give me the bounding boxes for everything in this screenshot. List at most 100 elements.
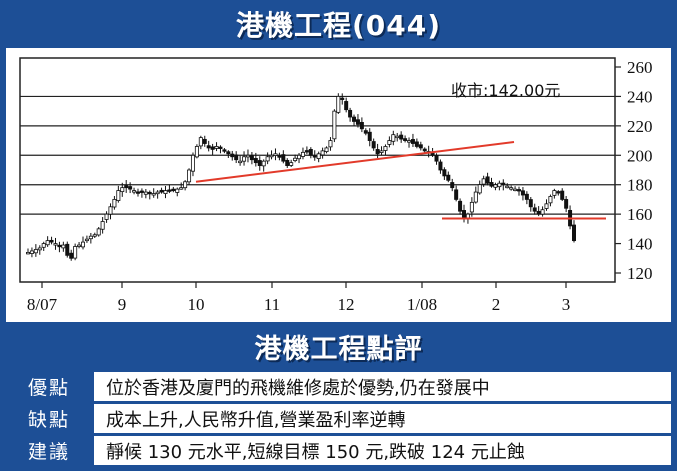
candle-body (438, 161, 443, 171)
candle-body (446, 174, 451, 181)
candle-body (442, 169, 447, 177)
review-row-pros: 優點 位於香港及廈門的飛機維修處於優勢,仍在發展中 (0, 371, 677, 402)
candle-body (517, 189, 522, 192)
candle-body (422, 148, 427, 152)
candle-body (414, 141, 419, 147)
candle-body (324, 147, 329, 153)
candle-body (560, 190, 565, 200)
x-tick-label: 2 (492, 295, 501, 314)
trend-line (195, 141, 515, 183)
candle-body (359, 122, 364, 130)
x-tick-label: 1/08 (407, 295, 437, 314)
candle-body (434, 155, 439, 162)
candle-body (41, 243, 46, 248)
candle-body (277, 155, 282, 158)
candle-body (57, 244, 62, 248)
review-table: 優點 位於香港及廈門的飛機維修處於優勢,仍在發展中 缺點 成本上升,人民幣升值,… (0, 371, 677, 471)
pros-label: 優點 (6, 372, 92, 401)
candle-body (147, 191, 152, 195)
candle-body (352, 116, 357, 122)
candle-body (477, 184, 482, 194)
candle-body (198, 137, 203, 147)
candle-body (210, 146, 215, 150)
candle-body (379, 150, 384, 153)
candle-body (135, 191, 140, 194)
candle-body (473, 191, 478, 203)
x-tick-label: 9 (118, 295, 127, 314)
candle-body (226, 151, 231, 155)
candle-body (399, 134, 404, 140)
candle-body (124, 185, 129, 189)
candle-body (383, 146, 388, 151)
candle-body (155, 191, 160, 195)
candle-body (497, 182, 502, 188)
candle-body (332, 110, 337, 140)
candle-body (308, 149, 313, 156)
y-tick-label: 160 (627, 205, 653, 224)
candle-body (179, 187, 184, 190)
page-title: 港機工程(044) (235, 9, 442, 42)
candle-body (242, 156, 247, 162)
candle-body (80, 241, 85, 248)
candle-body (462, 210, 467, 218)
candle-body (524, 193, 529, 200)
candle-body (469, 201, 474, 213)
candle-body (454, 189, 459, 200)
candle-body (53, 243, 58, 246)
candle-body (304, 150, 309, 153)
candle-body (100, 221, 105, 230)
candle-body (485, 176, 490, 184)
candle-body (520, 190, 525, 196)
candle-body (245, 154, 250, 158)
pros-text: 位於香港及廈門的飛機維修處於優勢,仍在發展中 (94, 372, 671, 401)
candle-body (572, 224, 577, 242)
candle-body (202, 138, 207, 144)
y-tick-label: 140 (627, 235, 653, 254)
candle-body (116, 190, 121, 201)
candle-body (92, 234, 97, 237)
candle-body (363, 130, 368, 134)
candle-body (564, 199, 569, 209)
candle-body (312, 155, 317, 158)
candle-body (540, 209, 545, 215)
candle-body (175, 188, 180, 193)
candle-body (194, 146, 199, 158)
candle-body (407, 140, 412, 143)
candle-body (33, 249, 38, 254)
candle-body (222, 149, 227, 152)
candle-body (218, 146, 223, 149)
candle-body (269, 154, 274, 158)
candle-body (501, 182, 506, 186)
review-row-cons: 缺點 成本上升,人民幣升值,營業盈利率逆轉 (0, 403, 677, 434)
candle-body (489, 182, 494, 187)
candle-body (297, 154, 302, 160)
candle-body (289, 162, 294, 166)
candle-body (493, 184, 498, 188)
candle-body (112, 199, 117, 208)
candle-body (159, 189, 164, 193)
candle-body (163, 190, 168, 194)
candle-body (253, 158, 258, 164)
y-tick-label: 260 (627, 58, 653, 77)
x-tick-label: 3 (562, 295, 571, 314)
candle-body (316, 153, 321, 159)
candle-body (238, 160, 243, 164)
candle-body (151, 193, 156, 196)
candle-body (37, 247, 42, 251)
candle-body (320, 150, 325, 156)
candle-body (481, 178, 486, 185)
chart-panel: 260 240 220 200 180 160 140 120 8/07 9 10 11 12 1/08 2… (6, 48, 671, 322)
close-price-annotation: 收市:142.00元 (451, 81, 560, 100)
x-tick-label: 10 (188, 295, 205, 314)
advice-text: 靜候 130 元水平,短線目標 150 元,跌破 124 元止蝕 (94, 436, 671, 465)
candle-body (108, 206, 113, 215)
candle-body (249, 155, 254, 161)
candle-body (132, 190, 137, 193)
candle-body (328, 140, 333, 148)
candle-body (548, 196, 553, 204)
candle-body (410, 139, 415, 144)
review-row-advice: 建議 靜候 130 元水平,短線目標 150 元,跌破 124 元止蝕 (0, 435, 677, 466)
candle-body (139, 190, 144, 193)
candle-body (528, 199, 533, 208)
candle-body (418, 144, 423, 149)
